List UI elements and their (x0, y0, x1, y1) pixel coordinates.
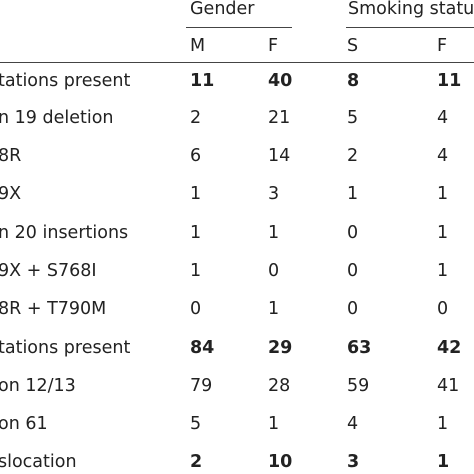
cell-gender-m: 84 (190, 338, 215, 358)
subheader-s: S (347, 36, 359, 56)
subheader-smoking-f: F (437, 36, 448, 56)
cell-smoking-s: 59 (347, 376, 370, 396)
cell-smoking-s: 4 (347, 414, 359, 434)
cell-smoking-f: 41 (437, 376, 460, 396)
cell-gender-f: 21 (268, 108, 291, 128)
cell-smoking-f: 0 (437, 299, 449, 319)
group-header-smoking-status: Smoking status (348, 0, 474, 19)
row-label: slocation (0, 452, 77, 472)
smoking-header-rule (346, 27, 474, 28)
cell-smoking-f: 1 (437, 261, 449, 281)
cell-smoking-f: 11 (437, 71, 462, 91)
cell-gender-f: 1 (268, 414, 280, 434)
row-label: 9X + S768I (0, 261, 97, 281)
cell-smoking-f: 1 (437, 223, 449, 243)
cell-gender-m: 2 (190, 452, 203, 472)
row-label: 9X (0, 184, 22, 204)
gender-header-rule (186, 27, 292, 28)
row-label: on 12/13 (0, 376, 76, 396)
table-header-rule (0, 62, 474, 63)
group-header-gender: Gender (190, 0, 255, 19)
row-label: tations present (0, 71, 131, 91)
cell-gender-m: 1 (190, 261, 202, 281)
subheader-f: F (268, 36, 279, 56)
cell-smoking-s: 0 (347, 299, 359, 319)
row-label: n 20 insertions (0, 223, 129, 243)
cell-smoking-s: 0 (347, 261, 359, 281)
cell-smoking-s: 5 (347, 108, 359, 128)
cell-gender-m: 0 (190, 299, 202, 319)
cell-gender-f: 3 (268, 184, 280, 204)
cell-smoking-s: 0 (347, 223, 359, 243)
cell-smoking-f: 4 (437, 146, 449, 166)
cell-gender-f: 0 (268, 261, 280, 281)
cell-gender-m: 6 (190, 146, 202, 166)
row-label: on 61 (0, 414, 48, 434)
cell-gender-m: 1 (190, 184, 202, 204)
cell-gender-f: 40 (268, 71, 293, 91)
cell-gender-f: 1 (268, 299, 280, 319)
cell-gender-m: 1 (190, 223, 202, 243)
cell-smoking-s: 3 (347, 452, 360, 472)
cell-smoking-f: 4 (437, 108, 449, 128)
row-label: 8R + T790M (0, 299, 107, 319)
subheader-m: M (190, 36, 206, 56)
cell-smoking-s: 63 (347, 338, 372, 358)
cell-smoking-f: 42 (437, 338, 462, 358)
cell-gender-m: 5 (190, 414, 202, 434)
row-label: n 19 deletion (0, 108, 114, 128)
cell-smoking-f: 1 (437, 414, 449, 434)
cell-smoking-f: 1 (437, 452, 450, 472)
cell-gender-m: 79 (190, 376, 213, 396)
cell-smoking-s: 2 (347, 146, 359, 166)
cell-smoking-s: 8 (347, 71, 360, 91)
cell-gender-m: 11 (190, 71, 215, 91)
cell-gender-m: 2 (190, 108, 202, 128)
cell-smoking-f: 1 (437, 184, 449, 204)
cell-smoking-s: 1 (347, 184, 359, 204)
cell-gender-f: 10 (268, 452, 293, 472)
row-label: tations present (0, 338, 131, 358)
cell-gender-f: 28 (268, 376, 291, 396)
cell-gender-f: 1 (268, 223, 280, 243)
row-label: 8R (0, 146, 22, 166)
cell-gender-f: 29 (268, 338, 293, 358)
cell-gender-f: 14 (268, 146, 291, 166)
